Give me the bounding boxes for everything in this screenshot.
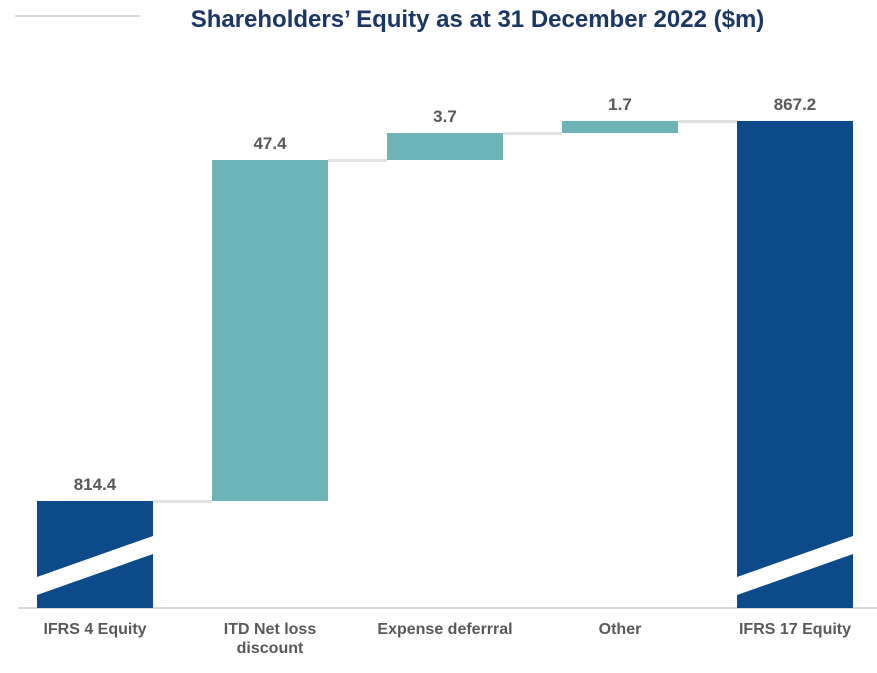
category-label-line: discount [236,640,304,657]
category-label-ifrs-17-equity: IFRS 17 Equity [710,620,877,639]
category-label-line: Expense deferrral [377,621,513,638]
axis-break-slash [37,528,153,603]
x-axis-line [18,607,877,609]
bar-other [562,121,678,134]
bar-ifrs-17-equity [737,121,853,608]
category-label-expense-deferrral: Expense deferrral [360,620,530,639]
connector-line-2 [503,132,562,136]
connector-line-3 [678,120,737,124]
bar-ifrs-4-equity [37,501,153,608]
category-label-itd-net-loss-discount: ITD Net loss discount [185,620,355,658]
axis-break-slash [737,528,853,603]
value-label-ifrs-17-equity: 867.2 [773,95,817,115]
connector-line-1 [328,159,387,162]
value-label-expense-deferrral: 3.7 [433,107,457,127]
value-label-other: 1.7 [608,95,632,115]
connector-line-0 [153,500,212,503]
category-label-ifrs-4-equity: IFRS 4 Equity [10,620,180,639]
category-label-line: IFRS 4 Equity [43,621,147,638]
value-label-itd-net-loss-discount: 47.4 [253,134,287,153]
category-label-other: Other [535,620,705,639]
top-left-rule [15,15,140,17]
value-label-ifrs-4-equity: 814.4 [73,475,117,494]
bar-expense-deferrral [387,133,503,160]
category-label-line: Other [598,621,642,638]
category-label-line: ITD Net loss [223,621,317,638]
category-label-line: IFRS 17 Equity [738,621,852,638]
bar-itd-net-loss-discount [212,160,328,501]
chart-title: Shareholders’ Equity as at 31 December 2… [190,6,765,33]
